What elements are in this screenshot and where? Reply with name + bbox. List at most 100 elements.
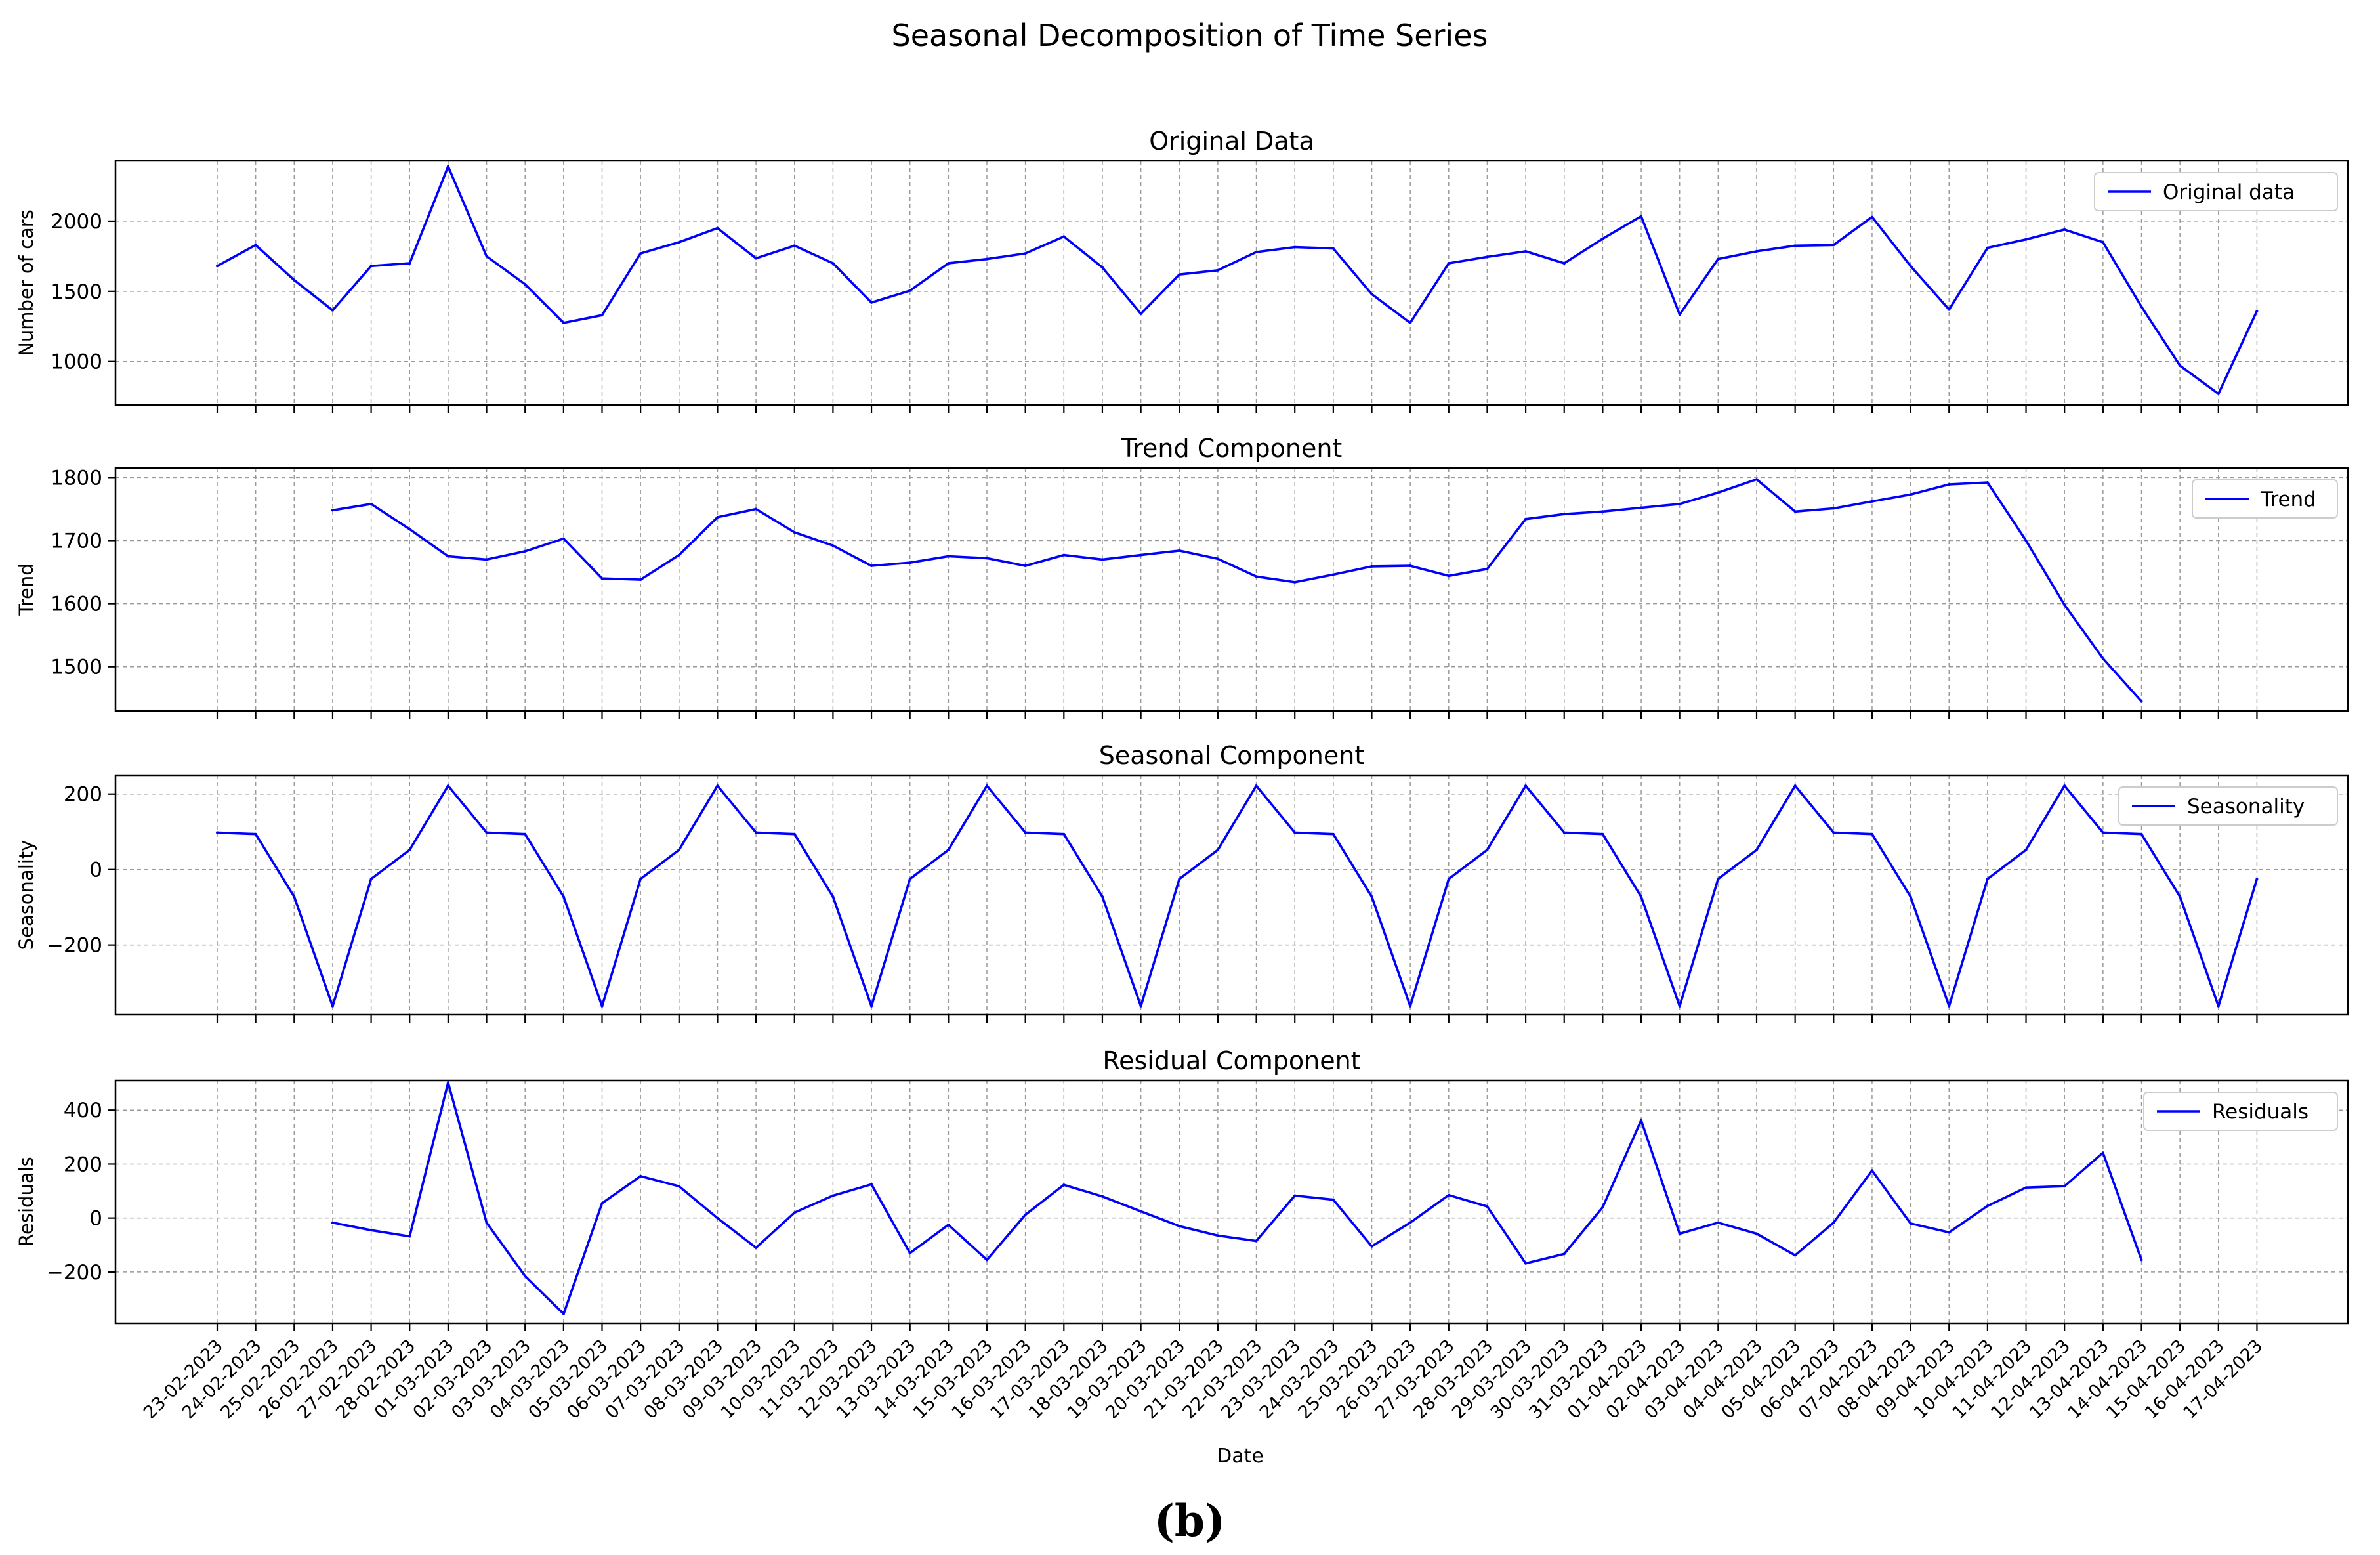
- data-point: [1447, 1193, 1450, 1197]
- figure-caption: (b): [1154, 1495, 1226, 1546]
- data-point: [1909, 1222, 1912, 1225]
- data-point: [986, 257, 988, 261]
- data-point: [600, 314, 604, 317]
- legend: Seasonality: [2118, 786, 2338, 826]
- data-point: [1062, 832, 1066, 836]
- data-point: [2024, 848, 2028, 851]
- plot-frame: [114, 467, 2349, 712]
- data-point: [1370, 895, 1373, 899]
- data-point: [1062, 235, 1066, 238]
- data-point: [1948, 1231, 1951, 1234]
- data-point: [1755, 1232, 1758, 1235]
- y-tick-label: 200: [64, 1153, 102, 1176]
- y-tick-label: 1500: [51, 280, 102, 304]
- data-point: [1101, 558, 1104, 561]
- data-point: [1139, 1004, 1142, 1008]
- data-point: [1255, 784, 1258, 788]
- data-point: [2255, 309, 2259, 312]
- data-point: [908, 561, 911, 564]
- data-point: [254, 832, 257, 836]
- data-point: [716, 784, 719, 788]
- data-point: [1640, 1118, 1642, 1122]
- data-point: [1139, 1210, 1142, 1213]
- data-point: [2024, 539, 2028, 542]
- data-point: [2179, 895, 2182, 899]
- data-point: [2063, 228, 2066, 231]
- data-point: [1293, 580, 1297, 584]
- y-axis-label: Residuals: [15, 1157, 37, 1247]
- data-point: [1870, 500, 1873, 503]
- data-point: [485, 831, 488, 834]
- data-point: [331, 1004, 334, 1008]
- data-point: [1216, 1234, 1219, 1237]
- legend-box: [2143, 1092, 2338, 1131]
- data-point: [1524, 1262, 1528, 1265]
- plot-frame: [114, 160, 2349, 406]
- data-point: [1486, 567, 1489, 570]
- data-point: [677, 1185, 680, 1188]
- data-point: [1562, 262, 1566, 265]
- series-line-original-data: [217, 165, 2259, 395]
- data-point: [755, 1246, 758, 1249]
- data-point: [331, 309, 334, 312]
- x-tick-labels: 23-02-202324-02-202325-02-202326-02-2023…: [140, 1336, 2266, 1423]
- data-point: [1101, 1195, 1104, 1198]
- data-point: [1832, 244, 1835, 247]
- data-point: [293, 278, 296, 282]
- data-point: [562, 1312, 565, 1315]
- y-tick-label: 1000: [51, 351, 102, 374]
- data-point: [2255, 878, 2259, 881]
- data-point: [1717, 491, 1720, 494]
- panel-seasonal-component: −200 0 200 Seasonal Component Seasonality Sea…: [15, 741, 2349, 1023]
- data-point: [1331, 573, 1335, 576]
- data-point: [1409, 1221, 1412, 1224]
- data-point: [677, 241, 680, 244]
- data-point: [639, 578, 642, 582]
- data-point: [831, 262, 835, 265]
- data-point: [1409, 1004, 1412, 1008]
- data-point: [446, 784, 449, 788]
- data-point: [293, 895, 296, 899]
- data-point: [908, 1252, 911, 1255]
- data-point: [562, 895, 565, 899]
- data-point: [1101, 266, 1104, 269]
- y-tick-label: −200: [47, 1261, 102, 1285]
- data-point: [1139, 553, 1142, 557]
- legend-label: Seasonality: [2187, 795, 2305, 819]
- data-point: [1024, 252, 1027, 255]
- data-point: [793, 244, 796, 247]
- data-point: [2101, 831, 2104, 834]
- data-point: [947, 555, 950, 558]
- panel-trend-component: 1500 1600 1700 1800 Trend Component Trend Tren…: [15, 434, 2349, 719]
- data-point: [639, 252, 642, 255]
- series-line-trend: [332, 478, 2142, 702]
- legend-label: Original data: [2163, 181, 2295, 204]
- data-point: [408, 1235, 411, 1238]
- data-point: [562, 321, 565, 324]
- data-point: [446, 555, 449, 558]
- data-point: [2179, 364, 2182, 368]
- data-point: [1486, 255, 1489, 259]
- legend-box: [2192, 479, 2338, 519]
- data-point: [1793, 510, 1797, 513]
- legend-label: Residuals: [2212, 1100, 2308, 1124]
- data-point: [408, 528, 411, 531]
- data-point: [1178, 878, 1181, 881]
- data-point: [986, 1258, 988, 1262]
- data-point: [1331, 247, 1335, 250]
- data-point: [2063, 603, 2066, 607]
- data-point: [716, 1216, 719, 1220]
- legend-box: [2118, 786, 2338, 826]
- data-point: [1293, 831, 1297, 834]
- data-point: [1293, 245, 1297, 249]
- y-axis-label: Seasonality: [15, 840, 37, 950]
- data-point: [562, 537, 565, 540]
- panel-original-data: 1000 1500 2000 Original Data Number of cars O…: [15, 127, 2349, 413]
- legend-label: Trend: [2260, 488, 2316, 511]
- data-point: [1717, 257, 1720, 261]
- data-point: [831, 544, 835, 547]
- data-point: [755, 831, 758, 834]
- data-point: [1139, 312, 1142, 315]
- data-point: [1717, 878, 1720, 881]
- data-point: [1948, 483, 1951, 486]
